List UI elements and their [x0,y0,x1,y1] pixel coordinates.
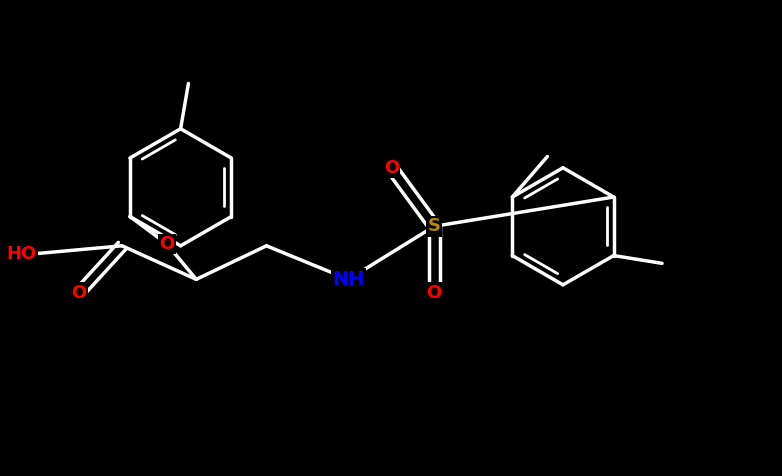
Text: S: S [428,218,441,235]
Text: NH: NH [332,270,364,289]
Text: O: O [71,284,87,302]
Text: O: O [160,235,174,253]
Text: O: O [384,159,399,177]
Text: HO: HO [6,245,36,263]
Text: O: O [427,284,442,302]
